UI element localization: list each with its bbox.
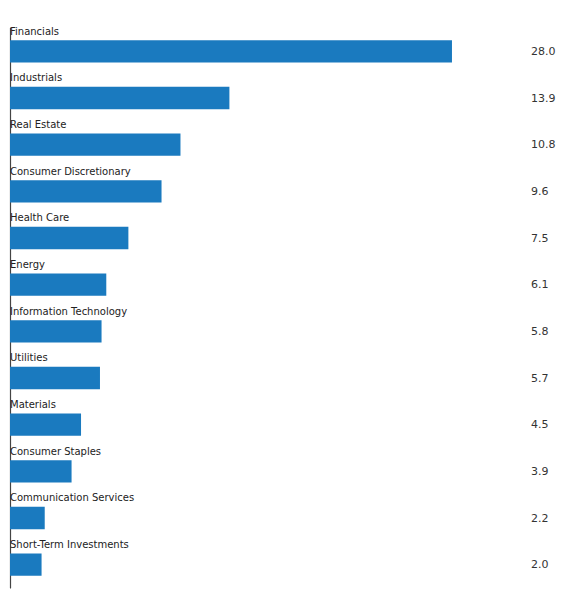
svg-text:2.2: 2.2 — [531, 512, 549, 525]
svg-text:28.0: 28.0 — [531, 45, 556, 58]
svg-text:6.1: 6.1 — [531, 278, 549, 291]
svg-text:Energy: Energy — [10, 259, 45, 270]
svg-text:2.0: 2.0 — [531, 558, 549, 571]
svg-text:Information Technology: Information Technology — [10, 306, 127, 317]
svg-text:Utilities: Utilities — [10, 352, 48, 363]
svg-text:13.9: 13.9 — [531, 92, 556, 105]
svg-text:Financials: Financials — [10, 26, 59, 37]
svg-text:Consumer Staples: Consumer Staples — [10, 446, 101, 457]
svg-text:5.8: 5.8 — [531, 325, 549, 338]
svg-text:7.5: 7.5 — [531, 232, 549, 245]
svg-text:4.5: 4.5 — [531, 418, 549, 431]
svg-text:Real Estate: Real Estate — [10, 119, 66, 130]
svg-text:10.8: 10.8 — [531, 138, 556, 151]
svg-text:Communication Services: Communication Services — [10, 492, 134, 503]
svg-text:Consumer Discretionary: Consumer Discretionary — [10, 166, 131, 177]
svg-text:5.7: 5.7 — [531, 372, 549, 385]
svg-text:9.6: 9.6 — [531, 185, 549, 198]
svg-text:Industrials: Industrials — [10, 72, 62, 83]
svg-text:Health Care: Health Care — [10, 212, 69, 223]
svg-text:Short-Term Investments: Short-Term Investments — [10, 539, 129, 550]
svg-text:Materials: Materials — [10, 399, 56, 410]
svg-text:3.9: 3.9 — [531, 465, 549, 478]
